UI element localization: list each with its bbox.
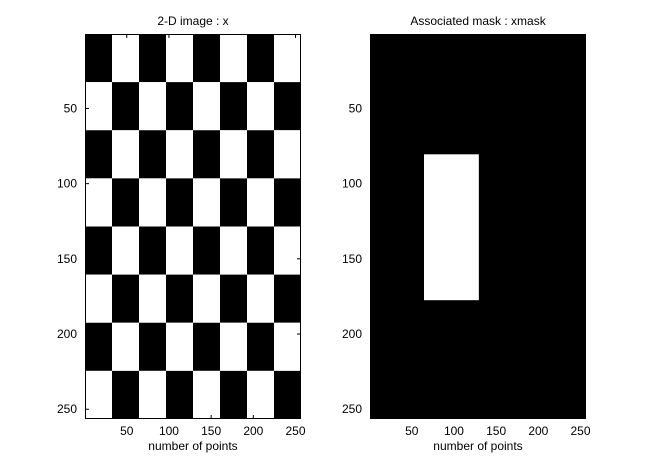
checker-cell [274, 130, 301, 179]
checker-cell [247, 274, 274, 323]
checker-cell [166, 130, 193, 179]
y-tick-label: 150 [57, 252, 77, 266]
checker-cell [193, 322, 220, 371]
checker-cell [247, 82, 274, 131]
x-tick-label: 250 [571, 424, 591, 438]
x-tick-label: 100 [159, 424, 179, 438]
checker-cell [166, 322, 193, 371]
checker-cell [220, 130, 247, 179]
checker-cell [85, 130, 112, 179]
x-tick-label: 150 [201, 424, 221, 438]
checker-cell [139, 370, 166, 419]
checker-cell [274, 226, 301, 275]
y-tick-label: 200 [57, 327, 77, 341]
y-tick-label: 50 [349, 101, 363, 115]
checker-cell [139, 130, 166, 179]
checker-cell [85, 34, 112, 83]
checker-cell [139, 82, 166, 131]
checker-cell [193, 226, 220, 275]
checker-cell [112, 130, 139, 179]
checker-cell [112, 226, 139, 275]
y-tick-label: 250 [57, 402, 77, 416]
checker-cell [193, 34, 220, 83]
checker-cell [193, 274, 220, 323]
x-tick-label: 200 [243, 424, 263, 438]
checker-cell [166, 370, 193, 419]
y-tick-label: 150 [342, 252, 362, 266]
x-tick-label: 100 [444, 424, 464, 438]
checker-cell [112, 178, 139, 227]
x-tick-label: 50 [405, 424, 419, 438]
x-tick-label: 250 [286, 424, 306, 438]
checker-cell [247, 226, 274, 275]
y-tick-label: 250 [342, 402, 362, 416]
right-chart-title: Associated mask : xmask [410, 14, 546, 28]
checker-cell [166, 82, 193, 131]
left-axes-frame [85, 34, 301, 419]
checker-cell [85, 370, 112, 419]
checker-cell [85, 178, 112, 227]
checker-cell [193, 82, 220, 131]
checker-cell [85, 322, 112, 371]
checker-cell [166, 274, 193, 323]
left-x-axis-label: number of points [148, 439, 237, 453]
checker-cell [139, 274, 166, 323]
checker-cell [112, 274, 139, 323]
checker-cell [220, 370, 247, 419]
right-x-axis-label: number of points [433, 439, 522, 453]
checker-cell [193, 370, 220, 419]
checker-cell [247, 322, 274, 371]
checker-cell [274, 370, 301, 419]
checker-cell [139, 178, 166, 227]
checker-cell [220, 226, 247, 275]
left-image-cells [85, 34, 301, 419]
checker-cell [247, 370, 274, 419]
left-chart-title: 2-D image : x [157, 14, 228, 28]
checker-cell [112, 322, 139, 371]
checker-cell [274, 274, 301, 323]
x-tick-label: 200 [528, 424, 548, 438]
checker-cell [247, 34, 274, 83]
x-tick-label: 50 [120, 424, 134, 438]
checker-cell [220, 322, 247, 371]
checker-cell [193, 130, 220, 179]
checker-cell [247, 130, 274, 179]
checker-cell [274, 178, 301, 227]
checker-cell [85, 274, 112, 323]
right-axes-frame [370, 34, 586, 419]
y-tick-label: 50 [64, 101, 78, 115]
left-axes-ticks: 50 100 150 200 250 50 100 150 200 250 [57, 34, 306, 438]
checker-cell [139, 226, 166, 275]
x-tick-label: 150 [486, 424, 506, 438]
y-tick-label: 100 [342, 177, 362, 191]
y-tick-label: 100 [57, 177, 77, 191]
checker-cell [112, 370, 139, 419]
checker-cell [166, 226, 193, 275]
checker-cell [112, 82, 139, 131]
y-tick-label: 200 [342, 327, 362, 341]
checker-cell [274, 322, 301, 371]
checker-cell [166, 178, 193, 227]
checker-cell [139, 34, 166, 83]
checker-cell [112, 34, 139, 83]
right-axes: 50 100 150 200 250 50 100 150 200 250 Associated … [342, 14, 591, 453]
checker-cell [220, 274, 247, 323]
right-axes-ticks: 50 100 150 200 250 50 100 150 200 250 [342, 34, 591, 438]
mask-white-region [424, 154, 479, 301]
checker-cell [139, 322, 166, 371]
checker-cell [220, 34, 247, 83]
checker-cell [85, 226, 112, 275]
left-axes: 50 100 150 200 250 50 100 150 200 250 2-D image :… [57, 14, 306, 453]
checker-cell [193, 178, 220, 227]
checker-cell [220, 178, 247, 227]
checker-cell [166, 34, 193, 83]
checker-cell [85, 82, 112, 131]
checker-cell [274, 82, 301, 131]
right-image-cells [370, 34, 586, 419]
checker-cell [220, 82, 247, 131]
checker-cell [247, 178, 274, 227]
checker-cell [274, 34, 301, 83]
